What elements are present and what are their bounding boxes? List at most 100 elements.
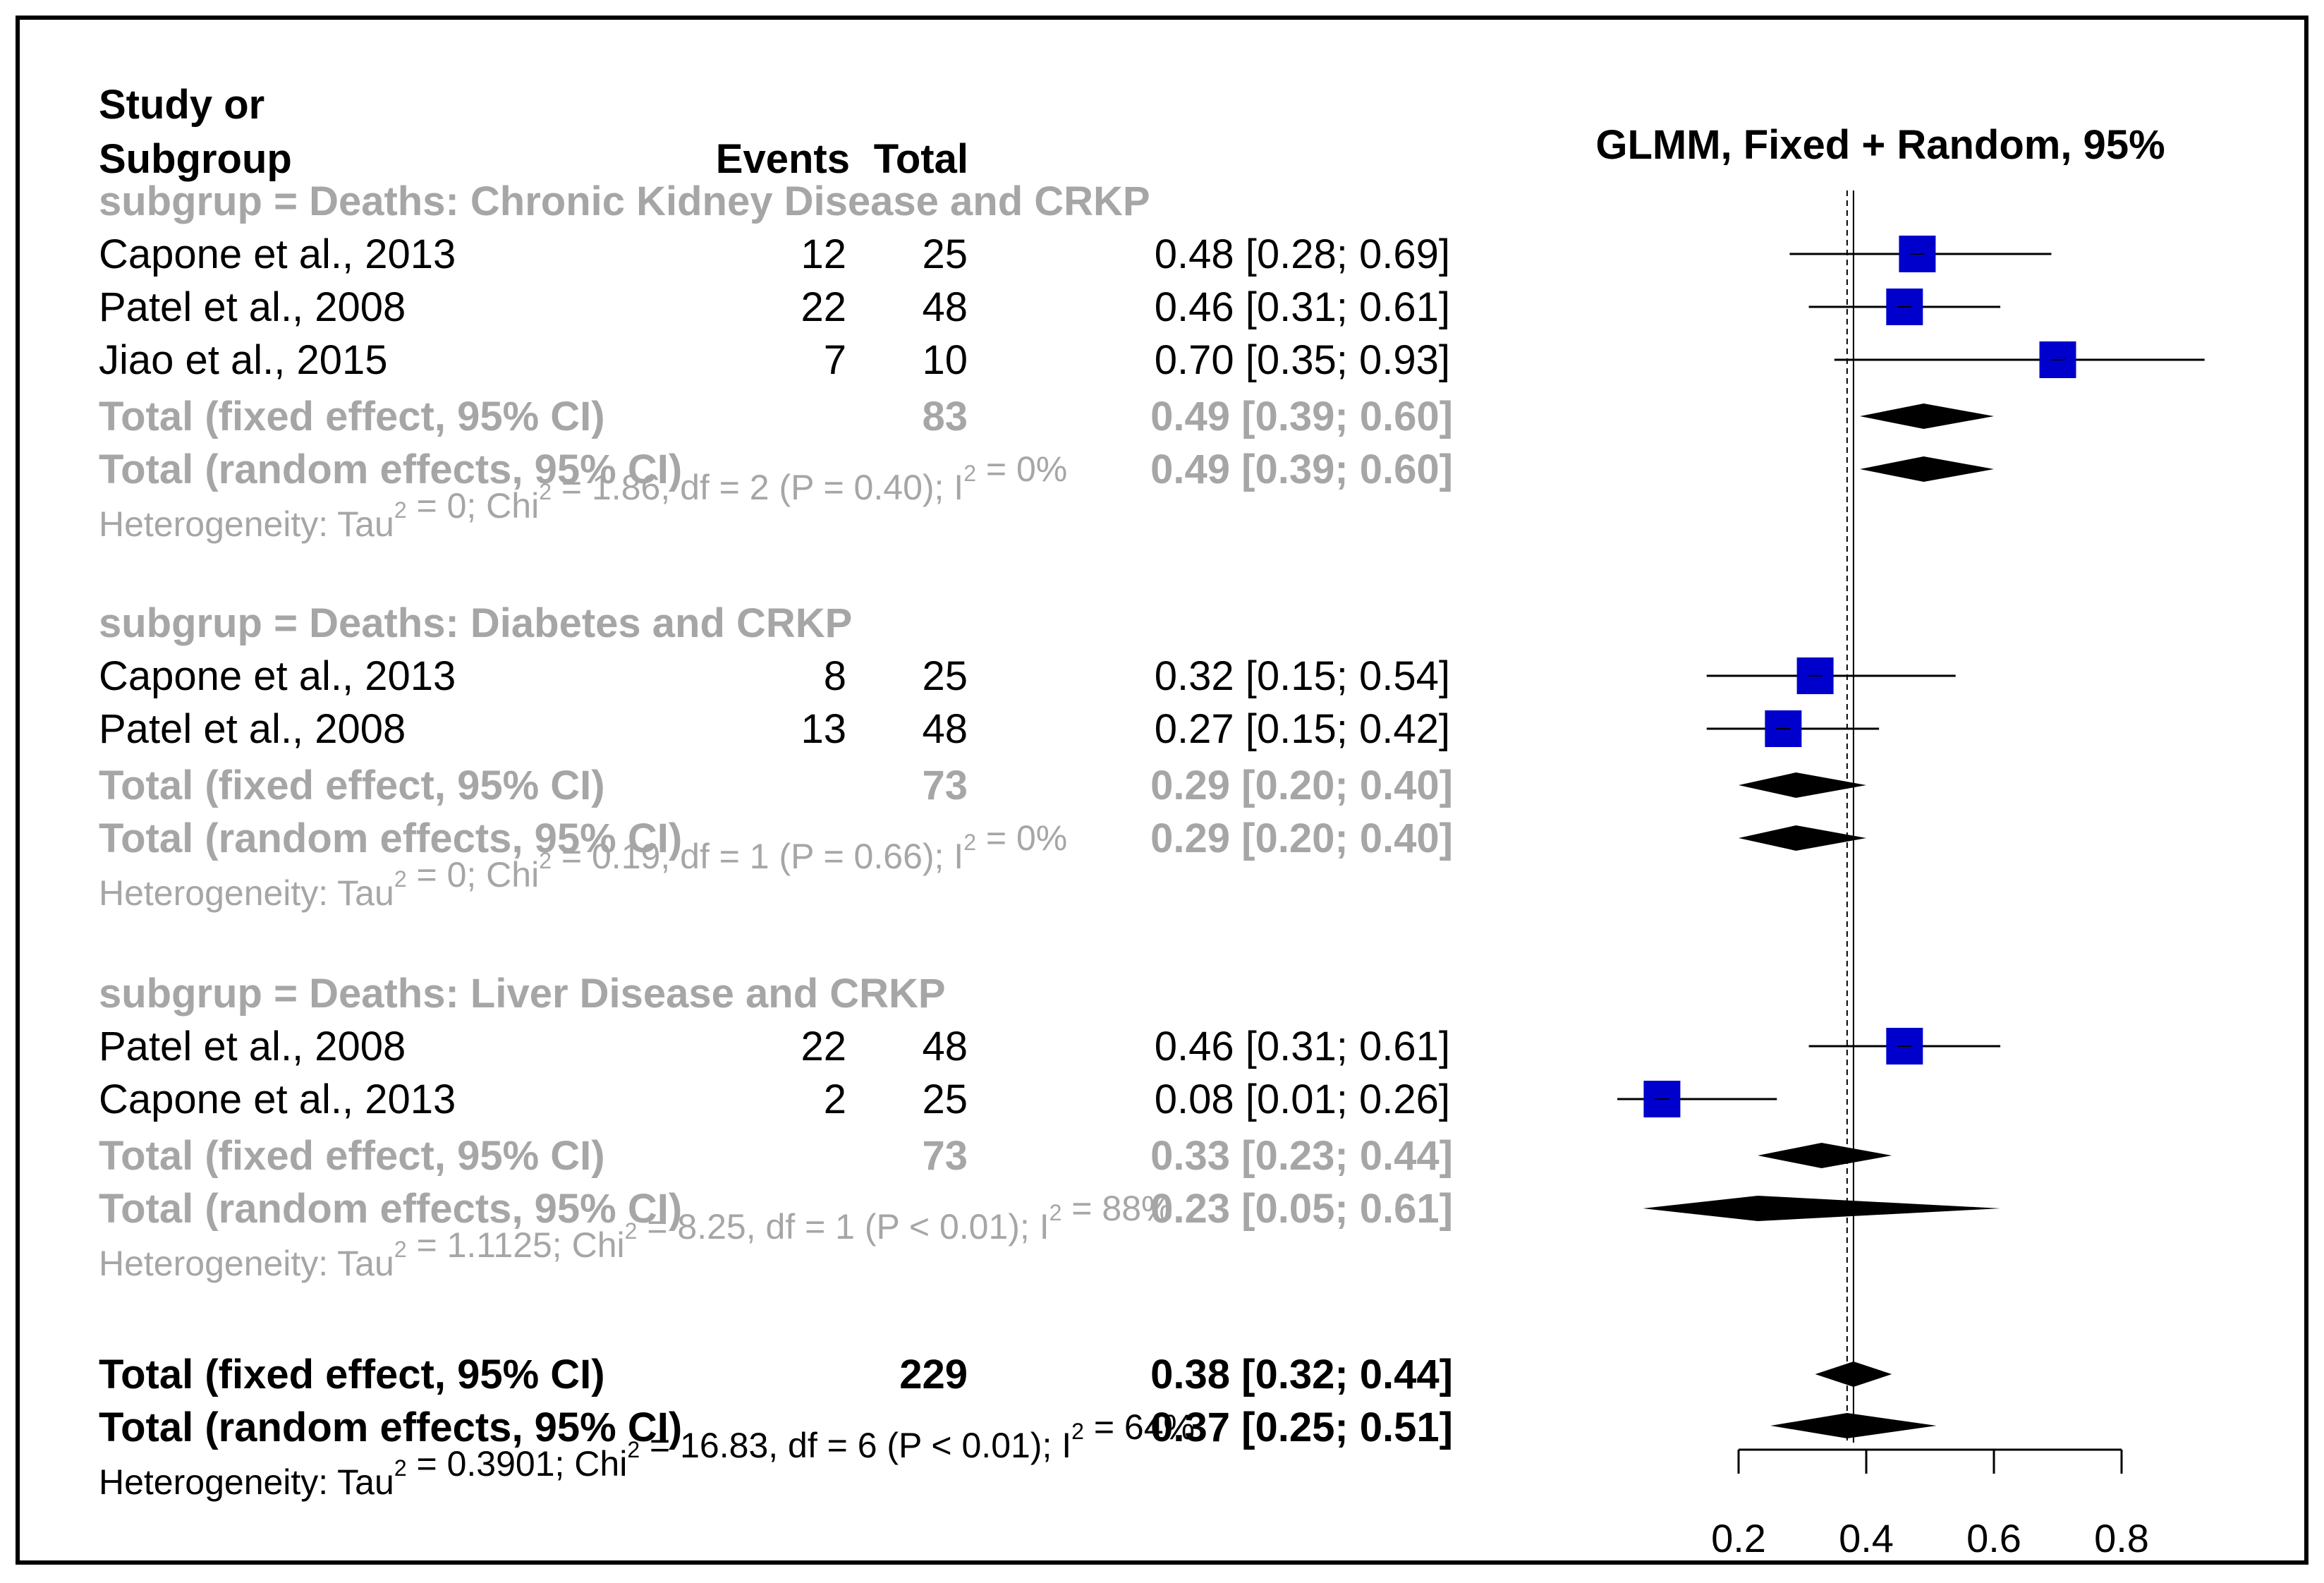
- overall-random-ci: 0.37 [0.25; 0.51]: [1150, 1405, 1453, 1450]
- header-events: Events: [716, 136, 850, 182]
- overall-random-label: Total (random effects, 95% CI): [99, 1405, 682, 1450]
- study-ci: 0.46 [0.31; 0.61]: [1155, 284, 1450, 330]
- heterogeneity-part: = 64%: [1084, 1407, 1195, 1447]
- superscript: 2: [963, 830, 976, 855]
- subgroup-fixed-ci: 0.33 [0.23; 0.44]: [1150, 1133, 1453, 1179]
- study-total: 25: [922, 231, 968, 277]
- study-name: Capone et al., 2013: [99, 653, 456, 699]
- subgroup-random-diamond: [1643, 1196, 2001, 1221]
- study-name: Capone et al., 2013: [99, 231, 456, 277]
- superscript: 2: [963, 461, 976, 486]
- heterogeneity-part: = 0; Chi: [407, 486, 540, 526]
- chart-frame: Study or Subgroup Events Total GLMM, Fixed +…: [16, 16, 2308, 1565]
- subgroup-random-label: Total (random effects, 95% CI): [99, 1186, 682, 1232]
- header-subgroup: Subgroup: [99, 136, 292, 182]
- x-tick-label: 0.6: [1966, 1516, 2021, 1560]
- heterogeneity-part: Heterogeneity: Tau: [99, 1462, 394, 1502]
- heterogeneity-part: = 0%: [976, 818, 1067, 858]
- study-events: 22: [801, 284, 846, 330]
- subgroup-label: subgrup = Deaths: Diabetes and CRKP: [99, 600, 852, 646]
- superscript: 2: [394, 866, 407, 892]
- subgroup-random-diamond: [1859, 456, 1994, 482]
- subgroup-label: subgrup = Deaths: Chronic Kidney Disease…: [99, 178, 1150, 224]
- overall-fixed-label: Total (fixed effect, 95% CI): [99, 1352, 605, 1397]
- study-events: 12: [801, 231, 846, 277]
- study-name: Capone et al., 2013: [99, 1076, 456, 1122]
- subgroup-random-label: Total (random effects, 95% CI): [99, 815, 682, 861]
- study-name: Jiao et al., 2015: [99, 337, 388, 383]
- subgroup-fixed-total: 73: [922, 763, 968, 808]
- subgroup-random-ci: 0.49 [0.39; 0.60]: [1150, 447, 1453, 492]
- study-ci: 0.08 [0.01; 0.26]: [1155, 1076, 1450, 1122]
- study-ci: 0.27 [0.15; 0.42]: [1155, 706, 1450, 752]
- chart-title: GLMM, Fixed + Random, 95%: [1595, 122, 2165, 168]
- header-total: Total: [874, 136, 968, 182]
- heterogeneity-part: Heterogeneity: Tau: [99, 873, 394, 913]
- subgroup-fixed-label: Total (fixed effect, 95% CI): [99, 1133, 605, 1179]
- heterogeneity-text: Heterogeneity: Tau2 = 1.1125; Chi2 = 8.2…: [99, 1189, 1172, 1283]
- study-total: 10: [922, 337, 968, 383]
- study-total: 48: [922, 284, 968, 330]
- subgroup-random-ci: 0.29 [0.20; 0.40]: [1150, 815, 1453, 861]
- superscript: 2: [394, 497, 407, 523]
- subgroup-random-diamond: [1739, 825, 1866, 851]
- heterogeneity-text: Heterogeneity: Tau2 = 0; Chi2 = 0.19, df…: [99, 818, 1067, 913]
- subgroup-fixed-ci: 0.49 [0.39; 0.60]: [1150, 394, 1453, 439]
- superscript: 2: [627, 1437, 640, 1462]
- heterogeneity-part: = 88%: [1061, 1189, 1172, 1228]
- superscript: 2: [394, 1455, 407, 1481]
- heterogeneity-part: = 0.3901; Chi: [407, 1444, 628, 1484]
- study-events: 8: [824, 653, 846, 699]
- heterogeneity-part: = 0; Chi: [407, 855, 540, 894]
- heterogeneity-part: = 8.25, df = 1 (P < 0.01); I: [637, 1207, 1049, 1247]
- study-total: 25: [922, 653, 968, 699]
- study-name: Patel et al., 2008: [99, 284, 406, 330]
- heterogeneity-part: = 1.1125; Chi: [407, 1225, 625, 1265]
- x-tick-label: 0.4: [1839, 1516, 1894, 1560]
- subgroup-fixed-label: Total (fixed effect, 95% CI): [99, 394, 605, 439]
- subgroup-fixed-total: 73: [922, 1133, 968, 1179]
- study-total: 48: [922, 706, 968, 752]
- subgroup-fixed-diamond: [1739, 772, 1866, 798]
- study-total: 25: [922, 1076, 968, 1122]
- heterogeneity-text: Heterogeneity: Tau2 = 0; Chi2 = 1.86, df…: [99, 449, 1067, 544]
- study-events: 2: [824, 1076, 846, 1122]
- superscript: 2: [539, 848, 552, 873]
- study-events: 7: [824, 337, 846, 383]
- header-study: Study or: [99, 82, 264, 128]
- overall-fixed-ci: 0.38 [0.32; 0.44]: [1150, 1352, 1453, 1397]
- superscript: 2: [539, 479, 552, 504]
- x-tick-label: 0.2: [1711, 1516, 1766, 1560]
- study-events: 22: [801, 1024, 846, 1069]
- subgroup-random-label: Total (random effects, 95% CI): [99, 447, 682, 492]
- subgroup-fixed-diamond: [1859, 404, 1994, 429]
- heterogeneity-part: Heterogeneity: Tau: [99, 504, 394, 544]
- study-total: 48: [922, 1024, 968, 1069]
- subgroup-random-ci: 0.23 [0.05; 0.61]: [1150, 1186, 1453, 1232]
- study-name: Patel et al., 2008: [99, 1024, 406, 1069]
- overall-fixed-total: 229: [899, 1352, 968, 1397]
- study-ci: 0.32 [0.15; 0.54]: [1155, 653, 1450, 699]
- heterogeneity-part: Heterogeneity: Tau: [99, 1244, 394, 1283]
- study-name: Patel et al., 2008: [99, 706, 406, 752]
- subgroup-fixed-ci: 0.29 [0.20; 0.40]: [1150, 763, 1453, 808]
- study-ci: 0.46 [0.31; 0.61]: [1155, 1024, 1450, 1069]
- subgroup-label: subgrup = Deaths: Liver Disease and CRKP: [99, 971, 946, 1017]
- forest-plot: Study or Subgroup Events Total GLMM, Fixed +…: [99, 82, 2205, 1560]
- superscript: 2: [1050, 1200, 1062, 1225]
- heterogeneity-text: Heterogeneity: Tau2 = 0.3901; Chi2 = 16.…: [99, 1407, 1195, 1502]
- superscript: 2: [625, 1218, 638, 1244]
- heterogeneity-part: = 1.86, df = 2 (P = 0.40); I: [552, 468, 963, 507]
- superscript: 2: [394, 1237, 407, 1262]
- x-tick-label: 0.8: [2094, 1516, 2149, 1560]
- subgroup-fixed-total: 83: [922, 394, 968, 439]
- heterogeneity-part: = 0%: [976, 449, 1067, 489]
- heterogeneity-part: = 0.19, df = 1 (P = 0.66); I: [552, 837, 963, 876]
- study-ci: 0.70 [0.35; 0.93]: [1155, 337, 1450, 383]
- subgroup-fixed-label: Total (fixed effect, 95% CI): [99, 763, 605, 808]
- superscript: 2: [1071, 1419, 1084, 1444]
- study-events: 13: [801, 706, 846, 752]
- study-ci: 0.48 [0.28; 0.69]: [1155, 231, 1450, 277]
- heterogeneity-part: = 16.83, df = 6 (P < 0.01); I: [640, 1426, 1071, 1465]
- subgroup-fixed-diamond: [1758, 1143, 1892, 1168]
